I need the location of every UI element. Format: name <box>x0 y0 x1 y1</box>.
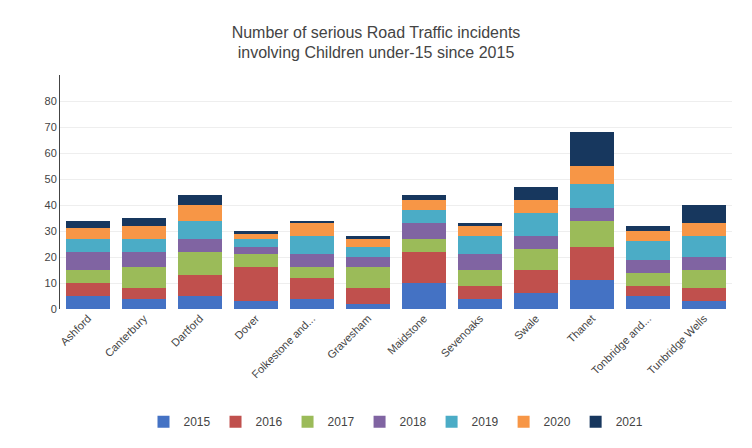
svg-text:Thanet: Thanet <box>565 312 598 345</box>
svg-text:2020: 2020 <box>544 415 571 429</box>
svg-text:Canterbury: Canterbury <box>102 312 149 359</box>
svg-text:2018: 2018 <box>400 415 427 429</box>
svg-text:Gravesham: Gravesham <box>325 312 374 361</box>
svg-text:Sevenoaks: Sevenoaks <box>438 312 485 359</box>
svg-text:40: 40 <box>45 199 57 211</box>
svg-text:Folkestone and...: Folkestone and... <box>249 312 317 380</box>
svg-text:30: 30 <box>45 225 57 237</box>
svg-text:Number of serious Road Traffic: Number of serious Road Traffic incidents… <box>232 24 521 62</box>
svg-text:2015: 2015 <box>184 415 211 429</box>
svg-text:2021: 2021 <box>616 415 643 429</box>
svg-text:2019: 2019 <box>472 415 499 429</box>
svg-text:Dover: Dover <box>232 312 261 341</box>
svg-text:20: 20 <box>45 251 57 263</box>
svg-text:Tunbridge Wells: Tunbridge Wells <box>645 312 710 377</box>
svg-text:10: 10 <box>45 277 57 289</box>
svg-text:50: 50 <box>45 173 57 185</box>
svg-text:Tonbridge and...: Tonbridge and... <box>589 312 653 376</box>
svg-text:Dartford: Dartford <box>169 312 206 349</box>
svg-text:80: 80 <box>45 95 57 107</box>
svg-text:60: 60 <box>45 147 57 159</box>
svg-text:70: 70 <box>45 121 57 133</box>
svg-text:Maidstone: Maidstone <box>385 312 429 356</box>
svg-text:2016: 2016 <box>256 415 283 429</box>
svg-text:0: 0 <box>51 303 57 315</box>
svg-text:2017: 2017 <box>328 415 355 429</box>
svg-text:Swale: Swale <box>512 312 542 342</box>
svg-text:Ashford: Ashford <box>58 312 93 347</box>
